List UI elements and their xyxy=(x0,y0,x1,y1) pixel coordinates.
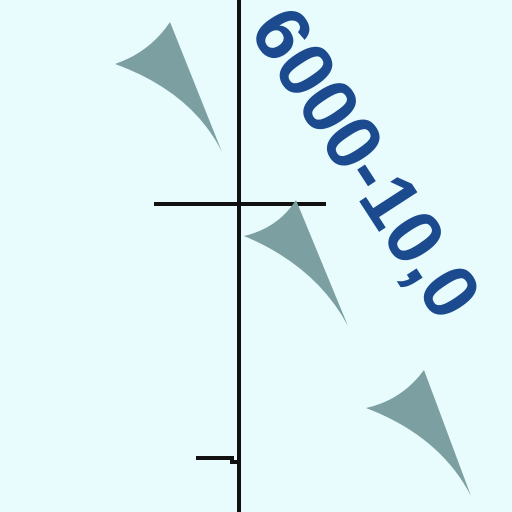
arrowhead xyxy=(244,200,348,326)
arrowhead xyxy=(115,22,222,152)
tick xyxy=(196,456,239,464)
arrowhead xyxy=(366,370,471,496)
